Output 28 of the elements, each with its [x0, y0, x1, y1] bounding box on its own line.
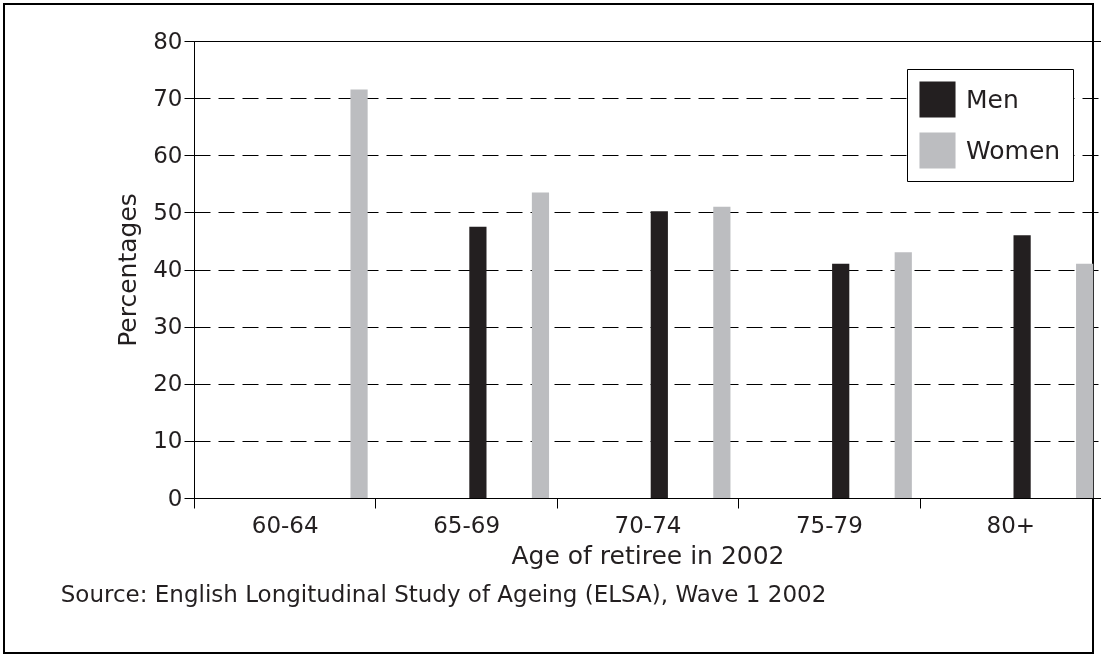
bar: [1076, 263, 1094, 498]
y-tick-label: 50: [153, 198, 183, 225]
y-tick-label: 80: [153, 27, 183, 54]
y-tick-label: 10: [153, 427, 183, 454]
x-tick-label: 80+: [986, 511, 1036, 538]
bar: [531, 192, 550, 498]
bar: [894, 252, 912, 498]
bar: [1013, 235, 1031, 498]
bar: [350, 89, 368, 498]
y-tick-label: 20: [153, 370, 183, 397]
x-tick-label: 60-64: [251, 511, 319, 538]
x-axis-title: Age of retiree in 2002: [511, 540, 785, 570]
source-note: Source: English Longitudinal Study of Ageing (ELSA), Wave 1 2002: [60, 581, 827, 607]
y-tick-label: 30: [153, 313, 183, 340]
bar: [469, 226, 487, 498]
bar: [713, 206, 731, 498]
y-tick-label: 60: [153, 141, 183, 168]
y-axis-title: Percentages: [113, 193, 143, 347]
x-tick-label: 65-69: [433, 511, 501, 538]
legend-label: Men: [966, 84, 1019, 114]
x-tick-label: 75-79: [795, 511, 863, 538]
bar: [832, 263, 850, 498]
y-tick-label: 40: [153, 256, 183, 282]
y-tick-label: 70: [153, 84, 183, 111]
legend-label: Women: [966, 135, 1061, 165]
x-tick-label: 70-74: [614, 511, 682, 538]
bar: [650, 211, 668, 498]
y-tick-label: 0: [167, 484, 183, 511]
